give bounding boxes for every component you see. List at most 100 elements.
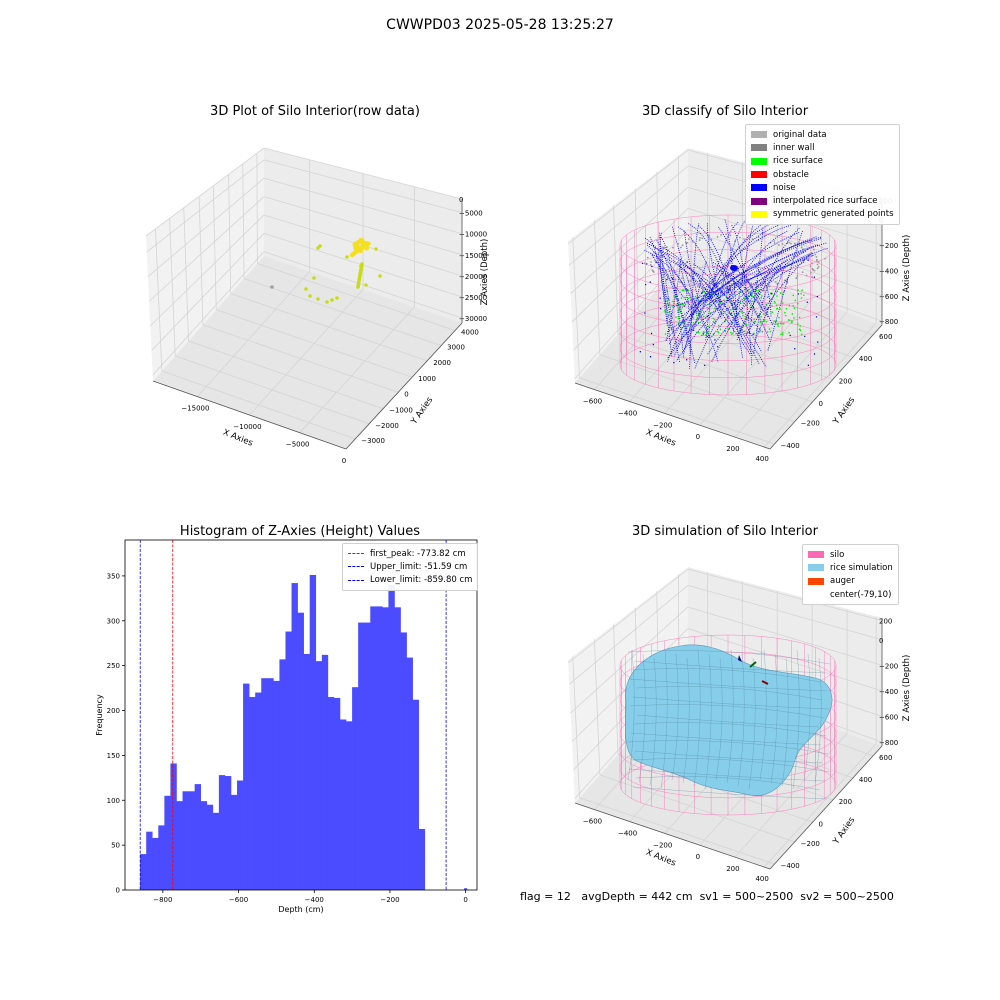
rice-surface-point bbox=[791, 313, 794, 315]
grid-z bbox=[146, 159, 265, 253]
rice-surface-point bbox=[731, 333, 733, 335]
y-tick-label: 1000 bbox=[418, 375, 436, 383]
inner-wall-point bbox=[729, 234, 732, 237]
auger-marker bbox=[738, 655, 742, 662]
legend-item: inner wall bbox=[751, 141, 894, 154]
grid-z bbox=[568, 585, 689, 685]
x-tick-label: 0 bbox=[696, 433, 700, 441]
histogram-bar bbox=[218, 775, 226, 890]
rice-mesh-line bbox=[631, 758, 831, 773]
rice-surface-point bbox=[680, 297, 683, 299]
rice-surface-point bbox=[746, 332, 749, 335]
noise-point bbox=[650, 332, 653, 335]
rice-surface-point bbox=[773, 320, 776, 322]
inner-wall-point bbox=[811, 276, 813, 279]
inner-wall-point bbox=[812, 248, 815, 251]
grid-z bbox=[687, 250, 883, 322]
rice-surface-point bbox=[799, 325, 802, 327]
legend-label: noise bbox=[773, 182, 796, 193]
noise-curve bbox=[684, 230, 700, 305]
rice-surface-point bbox=[729, 331, 732, 334]
grid-z bbox=[567, 149, 689, 245]
rice-surface-point bbox=[800, 292, 802, 295]
inner-wall-point bbox=[809, 265, 812, 268]
noise-point bbox=[758, 271, 761, 273]
z-tick-label: −15000 bbox=[459, 252, 487, 260]
rice-surface-point bbox=[712, 320, 715, 323]
y-axis-line bbox=[345, 322, 463, 450]
rice-surface-point bbox=[781, 332, 784, 334]
legend-label: rice surface bbox=[773, 156, 823, 167]
rice-surface-point bbox=[677, 315, 680, 318]
rice-surface-point bbox=[753, 318, 755, 321]
rice-mesh-line bbox=[682, 657, 690, 784]
x-tick-label: −600 bbox=[229, 896, 248, 904]
legend-label: center(-79,10) bbox=[830, 589, 892, 600]
rice-surface-point bbox=[766, 296, 769, 299]
rice-surface-point bbox=[750, 295, 753, 298]
rice-surface-point bbox=[678, 324, 680, 326]
grid-y bbox=[212, 185, 217, 310]
noise-curve bbox=[661, 246, 722, 319]
histogram-bar bbox=[352, 687, 359, 890]
noise-curve bbox=[767, 231, 803, 352]
legend-swatch bbox=[808, 564, 824, 572]
legend-label: original data bbox=[773, 129, 827, 140]
histogram-bar bbox=[267, 678, 274, 890]
inner-wall-point bbox=[646, 256, 649, 259]
noise-curve bbox=[665, 259, 682, 341]
noise-point bbox=[714, 293, 717, 295]
inner-wall-point bbox=[751, 238, 754, 240]
x-tick-label: −800 bbox=[153, 896, 172, 904]
rice-surface-point bbox=[784, 311, 786, 314]
inner-wall-point bbox=[721, 284, 723, 287]
noise-point bbox=[768, 268, 770, 270]
histogram-bar bbox=[176, 801, 183, 890]
legend-swatch bbox=[751, 157, 767, 165]
grid-y bbox=[169, 218, 176, 357]
inner-wall-point bbox=[687, 238, 690, 241]
y-tick-label: 2000 bbox=[433, 359, 451, 367]
noise-point bbox=[789, 334, 791, 337]
histogram-bar bbox=[412, 699, 420, 890]
x-tick-label: −400 bbox=[618, 829, 637, 837]
inner-wall-point bbox=[768, 285, 771, 288]
histogram-bar bbox=[370, 606, 377, 890]
noise-point bbox=[730, 265, 738, 271]
noise-point bbox=[651, 265, 653, 268]
y-axis-label: Y Axies bbox=[831, 815, 858, 847]
rice-surface-point bbox=[732, 293, 735, 295]
legend-label: interpolated rice surface bbox=[773, 196, 878, 207]
inner-wall-point bbox=[654, 259, 656, 262]
y-tick-label: 350 bbox=[107, 572, 120, 580]
noise-point bbox=[641, 262, 644, 264]
rice-surface-point bbox=[799, 329, 802, 332]
noise-curve bbox=[717, 217, 748, 308]
rice-surface-point bbox=[771, 311, 774, 313]
rice-surface-point bbox=[772, 322, 774, 324]
noise-point bbox=[705, 282, 707, 284]
rice-surface-point bbox=[682, 325, 685, 328]
inner-wall-point bbox=[790, 242, 792, 245]
rice-surface-point bbox=[782, 333, 784, 336]
inner-wall-point bbox=[699, 236, 701, 239]
rice-surface-point bbox=[678, 309, 681, 312]
rice-mesh-line bbox=[635, 686, 823, 701]
noise-point bbox=[716, 346, 719, 348]
rice-mesh-line bbox=[792, 649, 800, 790]
rice-surface-point bbox=[722, 299, 725, 301]
noise-point bbox=[685, 359, 688, 361]
x-tick-label: −400 bbox=[305, 896, 324, 904]
noise-point bbox=[779, 266, 782, 268]
histogram-bar bbox=[382, 607, 389, 890]
data-point bbox=[364, 246, 369, 251]
rice-surface-point bbox=[762, 313, 765, 315]
histogram-bar bbox=[224, 776, 232, 890]
inner-wall-point bbox=[680, 246, 682, 249]
rice-mesh-line bbox=[814, 657, 822, 784]
y-tick-label: −1000 bbox=[389, 407, 413, 415]
rice-surface-point bbox=[671, 305, 673, 307]
y-axis-label: Frequency bbox=[95, 694, 104, 736]
rice-surface-point bbox=[668, 314, 670, 317]
histogram-bar bbox=[249, 697, 256, 890]
